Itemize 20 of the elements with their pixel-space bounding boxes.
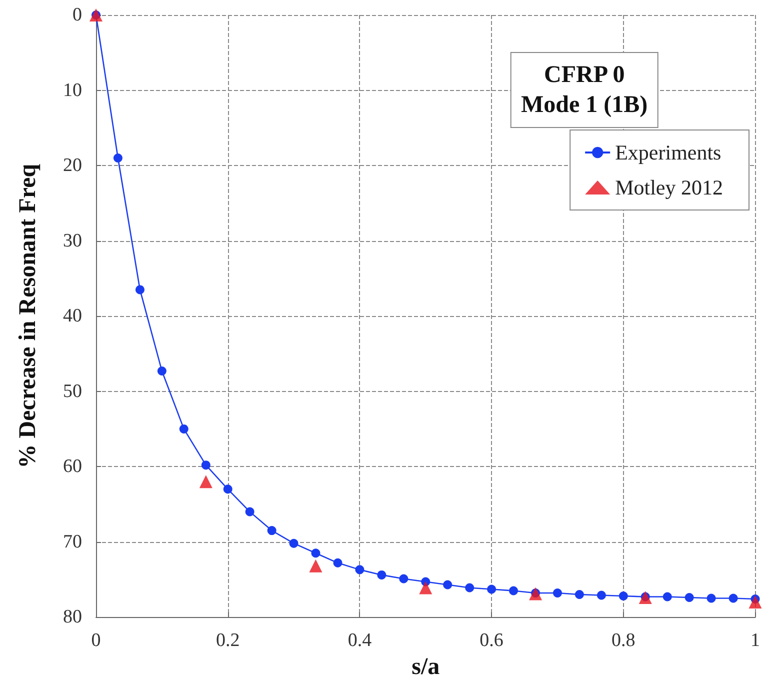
x-tick-label: 1: [750, 630, 760, 652]
x-tick-label: 0.4: [348, 630, 372, 652]
y-tick-label: 30: [63, 230, 82, 252]
legend-label: Experiments: [615, 140, 722, 164]
x-axis-title: s/a: [412, 654, 440, 680]
y-tick-label: 50: [63, 380, 82, 402]
y-tick-label: 20: [63, 155, 82, 176]
x-tick-label: 0.8: [612, 630, 636, 652]
legend-label: Motley 2012: [615, 176, 724, 200]
y-tick-label: 60: [63, 456, 82, 478]
y-tick-label: 70: [63, 531, 82, 552]
y-axis-title: % Decrease in Resonant Freq: [15, 163, 41, 468]
y-tick-label: 0: [72, 4, 82, 26]
y-tick-label: 40: [63, 306, 82, 327]
x-tick-label: 0: [91, 630, 101, 652]
y-tick-label: 10: [63, 80, 82, 101]
x-tick-label: 0.6: [480, 630, 504, 652]
y-tick-label: 80: [63, 606, 82, 628]
text: CFRP 0 Mode 1 (1B): [521, 62, 648, 118]
x-tick-label: 0.2: [216, 630, 240, 652]
